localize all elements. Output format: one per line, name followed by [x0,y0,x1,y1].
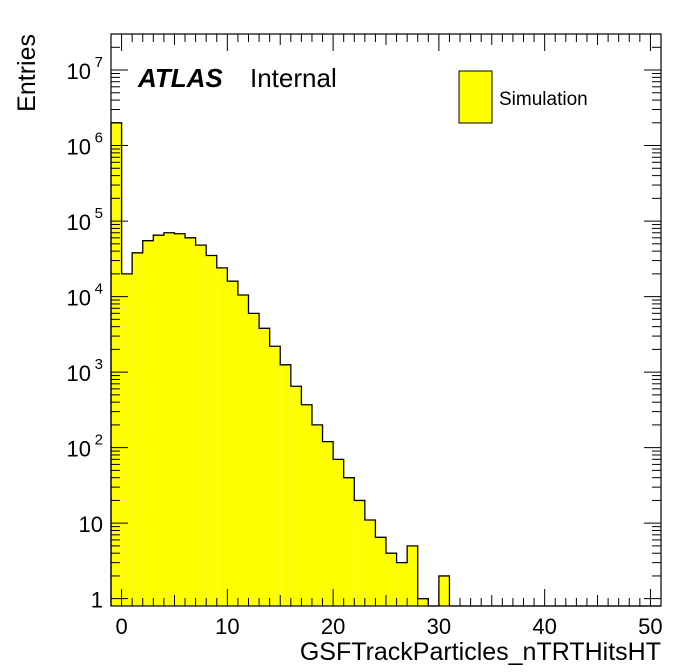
y-tick-exponent: 7 [95,54,103,71]
x-tick-label: 50 [638,614,662,639]
legend: Simulation [458,70,588,124]
histogram-bin [195,245,207,606]
histogram-bin [142,240,154,606]
histogram-bin [417,598,429,606]
histogram-bin [259,328,270,606]
y-tick-exponent: 2 [95,432,103,449]
histogram-bin [333,459,344,606]
histogram-bin [185,237,196,607]
histogram-bin [227,281,238,606]
y-tick-exponent: 3 [95,356,103,373]
histogram-bin [322,441,334,606]
histogram-bin [206,255,217,606]
y-tick-exponent: 5 [95,205,103,222]
histogram-bin [248,313,260,606]
y-tick-label: 10 [67,59,91,84]
y-tick-label: 10 [67,361,91,386]
histogram-bin [354,500,365,606]
y-tick-exponent: 4 [95,281,103,298]
histogram-bars [110,122,661,607]
histogram-bin [364,520,376,606]
histogram-bin [153,235,164,606]
histogram-bin [174,233,186,607]
histogram-bin [280,364,291,606]
x-axis-title: GSFTrackParticles_nTRTHitsHT [300,638,661,666]
histogram-bin [163,232,175,607]
histogram-bin [311,424,323,606]
histogram-bin [396,562,408,606]
x-tick-label: 10 [215,614,239,639]
y-tick-label: 10 [67,286,91,311]
histogram-bin [216,267,228,606]
y-axis-title: Entries [13,34,41,112]
x-tick-label: 20 [321,614,345,639]
histogram-bin [121,273,133,606]
histogram-bin [111,122,122,607]
y-tick-label: 10 [79,512,103,537]
atlas-status: Internal [250,63,337,93]
x-tick-label: 40 [532,614,556,639]
histogram-bin [237,294,249,606]
x-tick-label: 30 [427,614,451,639]
histogram-bin [290,386,302,606]
y-tick-label: 10 [67,210,91,235]
y-tick-label: 1 [91,588,103,613]
y-tick-label: 10 [67,135,91,160]
legend-swatch [458,70,493,124]
legend-entry-simulation: Simulation [499,89,588,110]
y-tick-label: 10 [67,437,91,462]
histogram-bin [343,477,355,606]
histogram-bin [301,404,312,606]
histogram-bin [375,537,386,606]
atlas-label: ATLAS [137,63,223,93]
histogram-bin [386,553,397,606]
x-tick-label: 0 [115,614,127,639]
histogram-bin [132,252,143,607]
histogram-bin [269,346,281,606]
y-tick-exponent: 6 [95,130,103,147]
histogram-bin [407,545,418,606]
histogram-bin [438,575,450,606]
